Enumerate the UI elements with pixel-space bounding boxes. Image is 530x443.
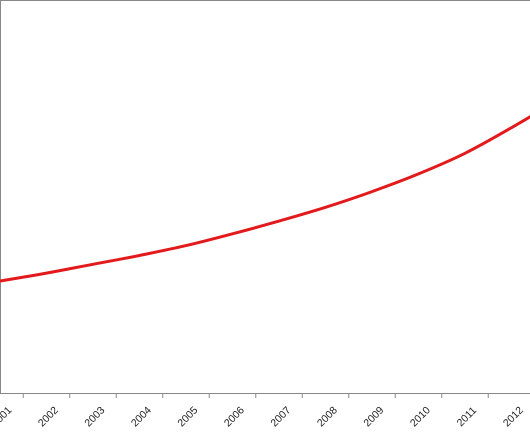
x-tick-label: 2007 (268, 404, 293, 429)
x-tick-label: 2012 (501, 404, 526, 429)
x-tick-label: 2001 (0, 404, 14, 429)
x-tick-label: 2011 (455, 405, 480, 430)
x-tick-label: 2006 (222, 404, 247, 429)
x-tick-label: 2009 (361, 404, 386, 429)
plot-frame (0, 0, 530, 394)
x-tick-label: 2005 (175, 404, 200, 429)
x-tick-label: 2010 (408, 404, 433, 429)
x-tick-label: 2004 (129, 404, 154, 429)
x-tick-label: 2008 (315, 404, 340, 429)
x-tick-label: 2002 (36, 404, 61, 429)
x-axis-ticks (22, 393, 489, 398)
x-axis-tick-labels: 2001 2002 2003 2004 2005 2006 2007 2008 2009 2010… (0, 404, 526, 429)
x-tick-label: 2003 (82, 404, 107, 429)
series-line (0, 115, 530, 283)
